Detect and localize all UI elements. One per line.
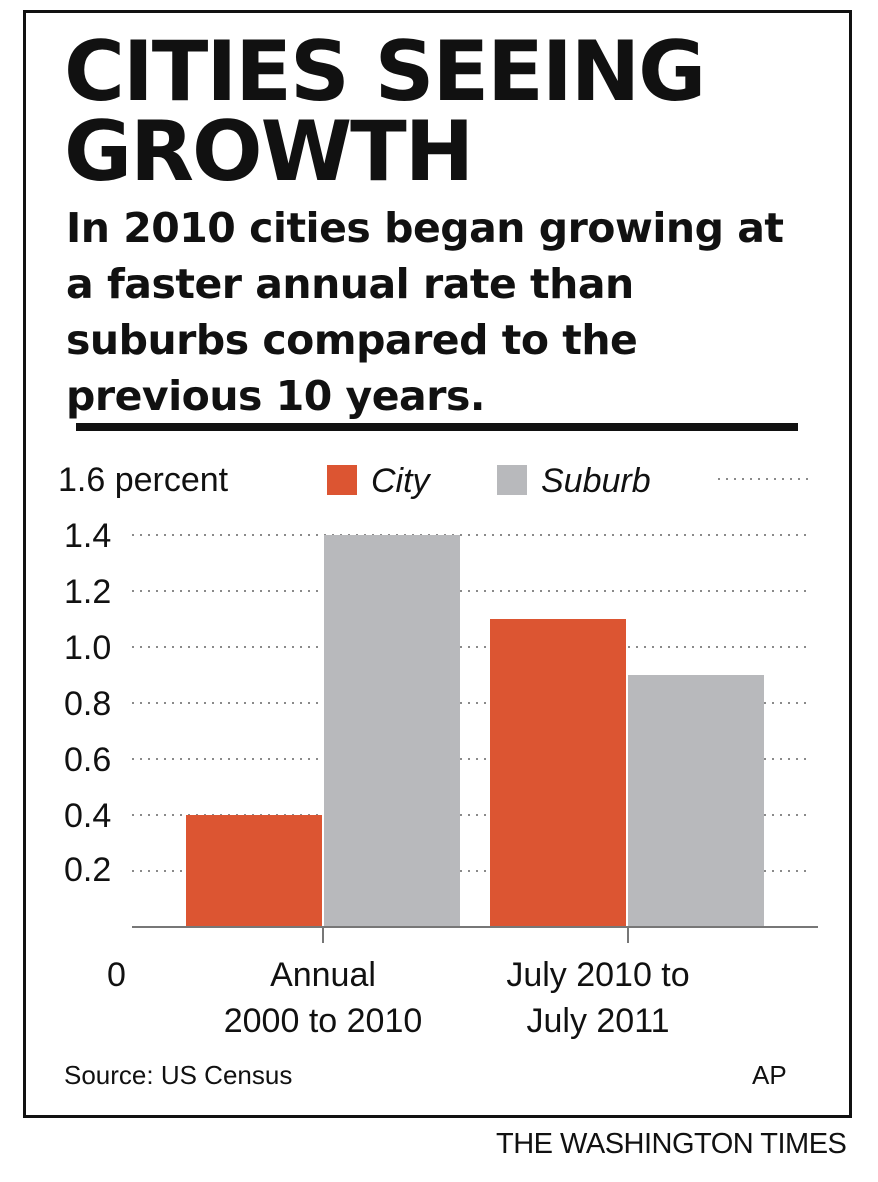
y-tick-label: 1.0 [64, 629, 111, 667]
y-tick-label: 1.2 [64, 573, 111, 611]
bar-city [490, 619, 626, 927]
y-axis-ticks: 0 0.2 0.4 0.6 0.8 1.0 1.2 1.4 1.6 percent [58, 461, 229, 994]
source-note: Source: US Census [64, 1060, 293, 1090]
x-category-label: July 2010 to [506, 956, 689, 994]
x-axis [132, 926, 818, 943]
y-tick-label: 0.4 [64, 797, 111, 835]
title-divider [76, 423, 798, 431]
publisher-name: THE WASHINGTON TIMES [496, 1128, 847, 1160]
y-tick-label: 1.6 percent [58, 461, 229, 499]
credit-note: AP [752, 1060, 787, 1090]
bar-city [186, 815, 322, 927]
x-category-label: Annual [270, 956, 376, 994]
bar-suburb [324, 535, 460, 927]
bar-suburb [628, 675, 764, 927]
x-axis-labels: Annual 2000 to 2010 July 2010 to July 2011 [224, 956, 690, 1040]
legend: City Suburb [327, 462, 651, 500]
legend-label-city: City [371, 462, 432, 500]
bar-chart: 0 0.2 0.4 0.6 0.8 1.0 1.2 1.4 1.6 percent Annual… [58, 461, 818, 1040]
chart-title: CITIES SEEING GROWTH [64, 23, 706, 200]
x-category-label: July 2011 [526, 1002, 669, 1040]
chart-subtitle: In 2010 cities began growing at a faster… [66, 204, 784, 420]
y-tick-label: 0.8 [64, 685, 111, 723]
y-tick-label: 0.6 [64, 741, 111, 779]
y-tick-label: 0 [107, 956, 126, 994]
legend-label-suburb: Suburb [541, 462, 651, 500]
bars [186, 535, 764, 927]
legend-swatch-city [327, 465, 357, 495]
y-tick-label: 1.4 [64, 517, 111, 555]
x-category-label: 2000 to 2010 [224, 1002, 423, 1040]
y-tick-label: 0.2 [64, 851, 111, 889]
legend-swatch-suburb [497, 465, 527, 495]
graphic-border [23, 10, 852, 1118]
